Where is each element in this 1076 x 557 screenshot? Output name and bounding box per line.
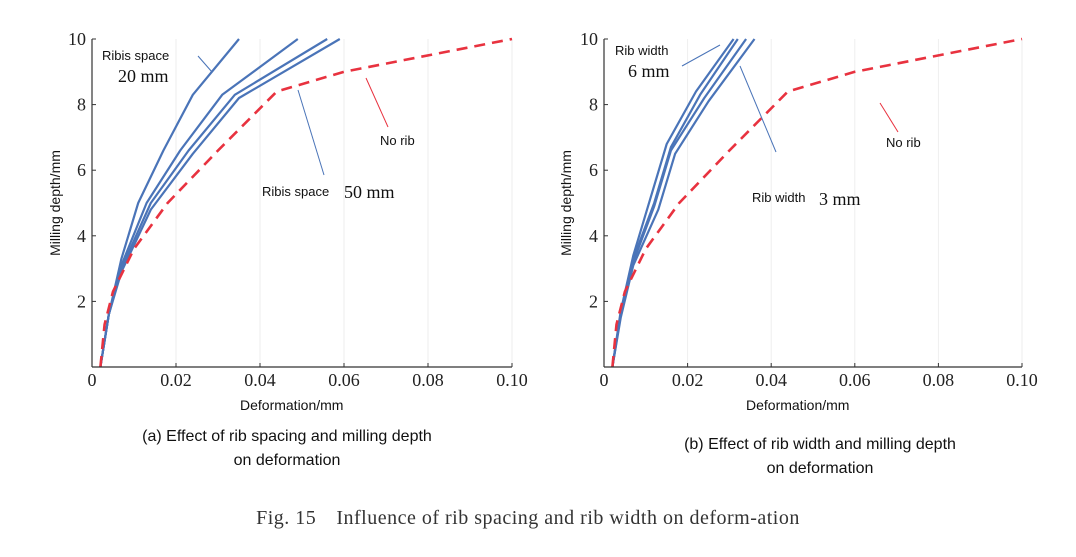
annotation-no-rib: No rib xyxy=(886,135,921,150)
annotation-label: Ribis space xyxy=(102,48,169,63)
annotation-label: Rib width xyxy=(615,43,668,58)
x-tick-label: 0.04 xyxy=(244,370,276,390)
leader-line-no-rib xyxy=(365,77,389,128)
annotation-label: Rib width xyxy=(752,190,805,205)
caption-line: (a) Effect of rib spacing and milling de… xyxy=(142,428,432,445)
chart-a: 0 0.02 0.04 0.06 0.08 0.10 2 4 6 8 10 Deformation… xyxy=(47,29,528,413)
x-tick-label: 0.10 xyxy=(496,370,528,390)
series-line-4 xyxy=(99,38,341,368)
series-line-1 xyxy=(99,38,240,368)
chart-b-caption: (b) Effect of rib width and milling dept… xyxy=(620,433,1020,481)
annotation-value: 6 mm xyxy=(628,61,670,81)
x-axis-label: Deformation/mm xyxy=(240,397,343,413)
caption-line: on deformation xyxy=(766,460,874,477)
x-axis-label: Deformation/mm xyxy=(746,397,849,413)
annotation-value: 20 mm xyxy=(118,66,169,86)
y-tick-label: 4 xyxy=(77,226,86,246)
leader-line-6mm xyxy=(681,44,721,67)
series-line-3 xyxy=(99,38,328,368)
annotation-label: Ribis space xyxy=(262,184,329,199)
x-tick-label: 0.08 xyxy=(412,370,444,390)
x-tick-label: 0.06 xyxy=(839,370,871,390)
figure-number: Fig. 15 xyxy=(256,507,317,529)
y-tick-label: 2 xyxy=(77,291,86,311)
y-tick-label: 2 xyxy=(589,291,598,311)
figure-caption: Fig. 15 Influence of rib spacing and rib … xyxy=(0,507,1076,530)
y-tick-label: 8 xyxy=(589,95,598,115)
leader-line-50mm xyxy=(297,89,325,176)
series-line-4 xyxy=(611,38,756,368)
y-tick-label: 6 xyxy=(589,160,598,180)
figure-title: Influence of rib spacing and rib width o… xyxy=(336,507,800,529)
x-tick-label: 0.02 xyxy=(672,370,704,390)
y-tick-label: 10 xyxy=(68,29,86,49)
x-tick-label: 0.02 xyxy=(160,370,192,390)
y-tick-label: 8 xyxy=(77,95,86,115)
y-tick-label: 10 xyxy=(580,29,598,49)
leader-line-3mm xyxy=(739,65,777,153)
caption-line: (b) Effect of rib width and milling dept… xyxy=(684,436,956,453)
series-line-no-rib xyxy=(99,37,513,368)
annotation-value: 3 mm xyxy=(819,189,861,209)
x-tick-label: 0 xyxy=(600,370,609,390)
x-tick-label: 0.06 xyxy=(328,370,360,390)
annotation-value: 50 mm xyxy=(344,182,395,202)
chart-a-caption: (a) Effect of rib spacing and milling de… xyxy=(92,425,482,473)
series-line-no-rib xyxy=(611,37,1023,368)
leader-line-20mm xyxy=(197,55,213,73)
x-tick-label: 0.10 xyxy=(1006,370,1038,390)
series-line-1 xyxy=(611,38,735,368)
x-tick-label: 0 xyxy=(88,370,97,390)
annotation-no-rib: No rib xyxy=(380,133,415,148)
x-tick-label: 0.04 xyxy=(755,370,787,390)
y-axis-label: Milling depth/mm xyxy=(47,150,63,256)
y-tick-label: 4 xyxy=(589,226,598,246)
x-tick-label: 0.08 xyxy=(923,370,955,390)
y-axis-label: Milling depth/mm xyxy=(558,150,574,256)
caption-line: on deformation xyxy=(233,452,341,469)
y-tick-label: 6 xyxy=(77,160,86,180)
leader-line-no-rib xyxy=(879,102,899,133)
chart-b: 0 0.02 0.04 0.06 0.08 0.10 2 4 6 8 10 Deformation… xyxy=(558,29,1038,413)
